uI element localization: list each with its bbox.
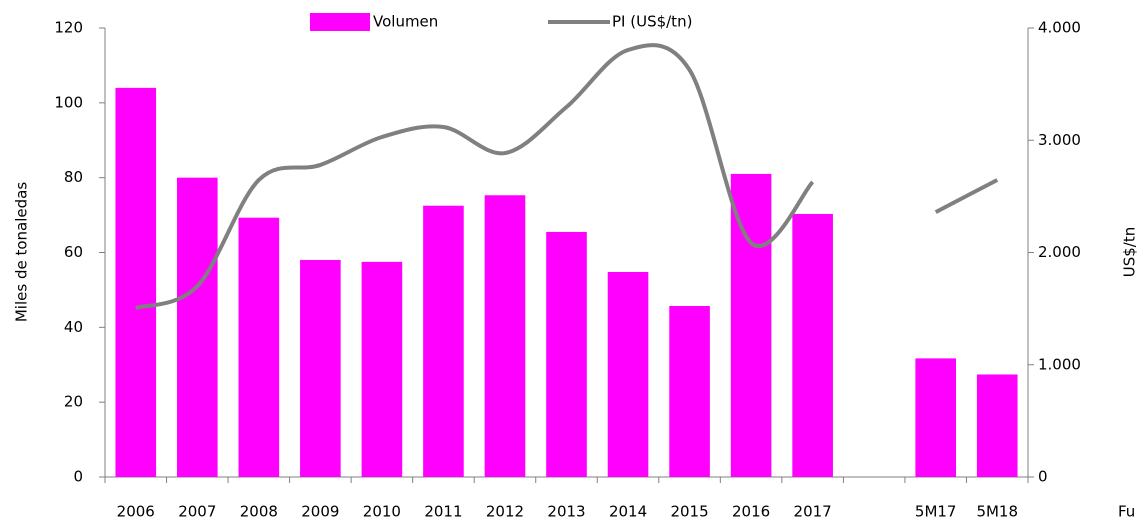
bar [115, 87, 157, 477]
bar [669, 306, 710, 477]
x-tick-label: 2007 [178, 503, 216, 521]
x-tick-label: 2016 [732, 503, 770, 521]
source: Fu [1118, 503, 1135, 521]
bar [423, 205, 464, 477]
y-tick-label: 20 [64, 393, 83, 411]
y-tick-label: 60 [64, 243, 83, 261]
bar [238, 217, 280, 477]
bar [300, 259, 341, 477]
bar [484, 195, 526, 477]
y2-axis-label: US$/tn [1121, 227, 1139, 278]
bar [176, 177, 218, 477]
x-tick-label: 2009 [301, 503, 339, 521]
bar [976, 374, 1018, 477]
bar [792, 213, 833, 478]
bar [915, 358, 957, 477]
x-tick-label: 2008 [240, 503, 278, 521]
y2-tick-label: 3.000 [1038, 131, 1081, 149]
y-axis-label: Miles de tonaledas [13, 182, 31, 322]
x-tick-label: 5M18 [976, 503, 1018, 521]
legend-label: PI (US$/tn) [612, 13, 692, 31]
x-tick-label: 2017 [794, 503, 832, 521]
bar [730, 173, 772, 478]
x-tick-label: 2006 [117, 503, 155, 521]
x-tick-label: 2011 [424, 503, 462, 521]
x-tick-label: 2010 [363, 503, 401, 521]
y-tick-label: 40 [64, 318, 83, 336]
x-tick-label: 2014 [609, 503, 647, 521]
y2-tick-label: 4.000 [1038, 19, 1081, 37]
y-tick-label: 0 [73, 468, 83, 486]
y2-tick-label: 0 [1038, 468, 1048, 486]
legend-swatch [310, 13, 370, 31]
y-tick-label: 120 [54, 19, 83, 37]
legend-label: Volumen [373, 13, 438, 31]
x-tick-label: 5M17 [915, 503, 957, 521]
line [135, 43, 999, 310]
y-tick-label: 80 [64, 168, 83, 186]
bar [607, 271, 649, 477]
y2-tick-label: 2.000 [1038, 243, 1081, 261]
x-tick-label: 2012 [486, 503, 524, 521]
bar [361, 261, 403, 477]
bar [546, 231, 587, 477]
y-tick-label: 100 [54, 93, 83, 111]
y2-tick-label: 1.000 [1038, 355, 1081, 373]
x-tick-label: 2015 [670, 503, 708, 521]
x-tick-label: 2013 [547, 503, 585, 521]
